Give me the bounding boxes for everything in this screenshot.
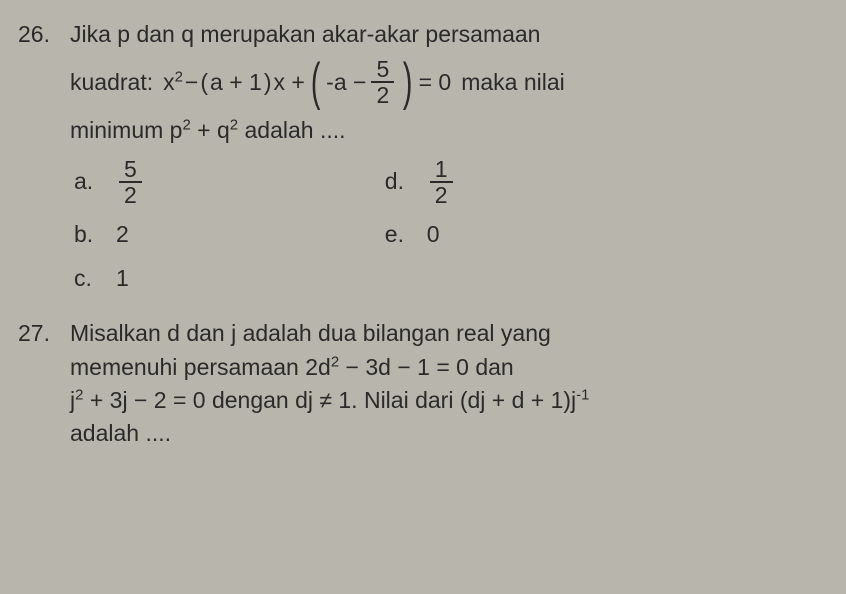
paren-close: ) [264, 66, 272, 99]
big-paren-open: ( [311, 62, 321, 104]
minus: − [185, 66, 198, 99]
problem-number: 26. [18, 18, 70, 295]
equation: x2 − ( a + 1 ) x + ( -a − 5 2 ) = 0 [163, 57, 451, 107]
text: kuadrat: [70, 66, 153, 99]
options-col-right: d. 1 2 e. 0 [385, 157, 456, 295]
options-col-left: a. 5 2 b. 2 c. 1 [74, 157, 145, 295]
stem-line-1: Jika p dan q merupakan akar-akar persama… [70, 18, 818, 51]
problem-body: Jika p dan q merupakan akar-akar persama… [70, 18, 818, 295]
x-plus: x + [274, 66, 305, 99]
equals-zero: = 0 [419, 66, 452, 99]
option-value: 5 2 [119, 157, 142, 207]
option-letter: d. [385, 165, 409, 198]
denominator: 2 [371, 83, 394, 107]
a-plus-1: a + 1 [210, 66, 262, 99]
options: a. 5 2 b. 2 c. 1 d. [74, 157, 818, 295]
option-letter: e. [385, 218, 409, 251]
text: maka nilai [461, 66, 565, 99]
option-letter: b. [74, 218, 98, 251]
problem-27: 27. Misalkan d dan j adalah dua bilangan… [18, 317, 818, 450]
problem-26: 26. Jika p dan q merupakan akar-akar per… [18, 18, 818, 295]
option-value: 1 2 [430, 157, 453, 207]
problem-number: 27. [18, 317, 70, 450]
neg-a-minus: -a − [326, 66, 366, 99]
stem-line-2: kuadrat: x2 − ( a + 1 ) x + ( -a − 5 2 )… [70, 57, 818, 107]
fraction-5-2: 5 2 [371, 57, 394, 107]
text: Jika p dan q merupakan akar-akar persama… [70, 18, 540, 51]
denominator: 2 [430, 183, 453, 207]
option-e: e. 0 [385, 217, 456, 251]
text: minimum p2 + q2 adalah .... [70, 114, 346, 147]
option-value: 0 [427, 218, 440, 251]
paren-open: ( [200, 66, 208, 99]
stem-line-3: j2 + 3j − 2 = 0 dengan dj ≠ 1. Nilai dar… [70, 384, 818, 417]
denominator: 2 [119, 183, 142, 207]
stem-line-2: memenuhi persamaan 2d2 − 3d − 1 = 0 dan [70, 351, 818, 384]
numerator: 5 [371, 57, 394, 83]
option-a: a. 5 2 [74, 157, 145, 207]
option-b: b. 2 [74, 217, 145, 251]
stem-line-4: adalah .... [70, 417, 818, 450]
option-c: c. 1 [74, 261, 145, 295]
numerator: 5 [119, 157, 142, 183]
numerator: 1 [430, 157, 453, 183]
stem-line-1: Misalkan d dan j adalah dua bilangan rea… [70, 317, 818, 350]
x-squared: x2 [163, 66, 183, 99]
option-letter: a. [74, 165, 98, 198]
stem-line-3: minimum p2 + q2 adalah .... [70, 114, 818, 147]
option-letter: c. [74, 262, 98, 295]
big-paren-close: ) [403, 62, 413, 104]
option-value: 2 [116, 218, 129, 251]
option-d: d. 1 2 [385, 157, 456, 207]
problem-body: Misalkan d dan j adalah dua bilangan rea… [70, 317, 818, 450]
option-value: 1 [116, 262, 129, 295]
